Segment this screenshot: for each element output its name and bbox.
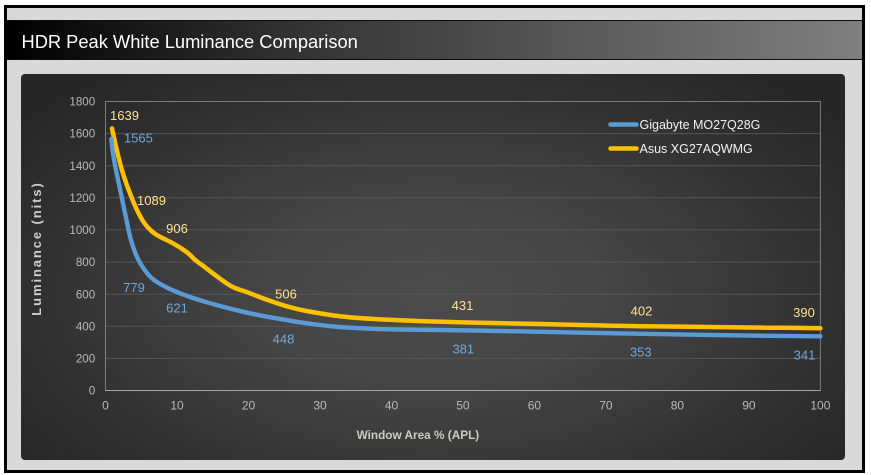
svg-text:402: 402 bbox=[631, 303, 653, 318]
svg-text:600: 600 bbox=[76, 288, 95, 301]
svg-text:431: 431 bbox=[452, 298, 474, 313]
svg-text:1800: 1800 bbox=[69, 95, 95, 108]
svg-text:70: 70 bbox=[599, 398, 613, 412]
svg-text:80: 80 bbox=[671, 398, 685, 412]
svg-text:Gigabyte MO27Q28G: Gigabyte MO27Q28G bbox=[640, 118, 761, 132]
svg-text:Luminance (nits): Luminance (nits) bbox=[29, 181, 44, 315]
svg-text:50: 50 bbox=[456, 398, 470, 412]
svg-text:40: 40 bbox=[385, 398, 399, 412]
svg-text:100: 100 bbox=[810, 398, 830, 412]
svg-text:353: 353 bbox=[630, 344, 652, 359]
svg-text:1200: 1200 bbox=[69, 191, 95, 204]
svg-text:400: 400 bbox=[76, 320, 95, 333]
svg-text:1639: 1639 bbox=[110, 108, 139, 123]
svg-text:800: 800 bbox=[76, 256, 95, 269]
svg-text:1000: 1000 bbox=[69, 224, 95, 237]
svg-text:60: 60 bbox=[528, 398, 542, 412]
svg-text:448: 448 bbox=[273, 331, 295, 346]
svg-text:390: 390 bbox=[793, 305, 815, 320]
svg-text:621: 621 bbox=[166, 300, 188, 315]
svg-text:Asus XG27AQWMG: Asus XG27AQWMG bbox=[640, 142, 753, 156]
svg-text:1600: 1600 bbox=[69, 127, 95, 140]
svg-text:381: 381 bbox=[452, 341, 474, 356]
svg-text:0: 0 bbox=[89, 384, 95, 397]
svg-text:Window Area % (APL): Window Area % (APL) bbox=[357, 427, 480, 441]
svg-text:90: 90 bbox=[742, 398, 756, 412]
svg-text:1400: 1400 bbox=[69, 159, 95, 172]
svg-text:506: 506 bbox=[275, 286, 297, 301]
svg-text:1565: 1565 bbox=[124, 130, 153, 145]
svg-text:30: 30 bbox=[313, 398, 327, 412]
svg-text:779: 779 bbox=[123, 280, 145, 295]
svg-text:10: 10 bbox=[170, 398, 184, 412]
svg-text:0: 0 bbox=[102, 398, 109, 412]
svg-text:1089: 1089 bbox=[137, 193, 166, 208]
svg-text:906: 906 bbox=[166, 220, 188, 235]
svg-text:20: 20 bbox=[242, 398, 256, 412]
svg-text:200: 200 bbox=[76, 352, 95, 365]
svg-text:341: 341 bbox=[794, 347, 816, 362]
